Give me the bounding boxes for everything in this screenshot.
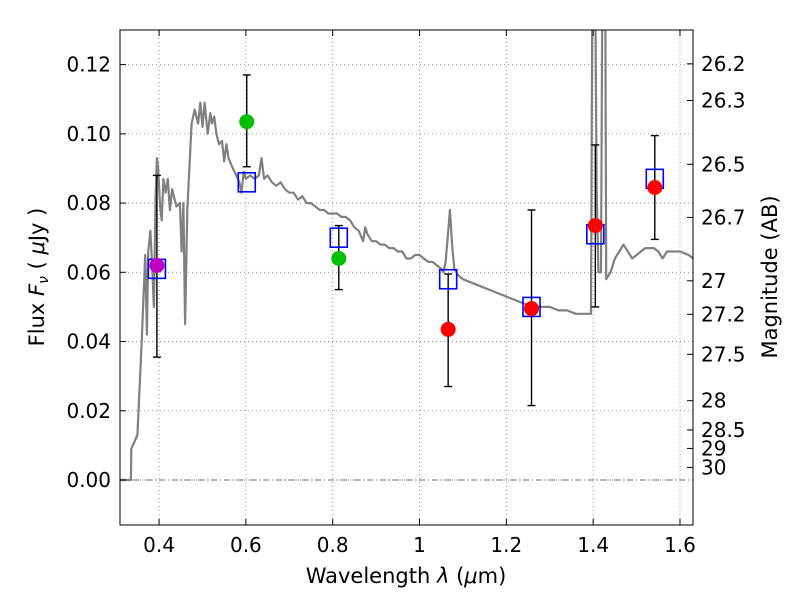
x-axis-ticks: 0.4 0.6 0.8 1 1.2 1.4 1.6 [143, 30, 696, 557]
sed-model-group [120, 30, 693, 482]
y-axis-ticks: 0.00 0.02 0.04 0.06 0.08 0.10 0.12 [66, 53, 126, 492]
grid-lines [120, 30, 693, 525]
x-tick-label: 0.6 [230, 533, 262, 557]
magnitude-tick-label: 26.7 [701, 205, 746, 229]
magnitude-tick-label: 26.5 [701, 152, 746, 176]
observed-flux-point [239, 114, 255, 130]
x-tick-label: 1.2 [490, 533, 522, 557]
observed-flux-point [524, 301, 540, 317]
magnitude-tick-label: 27.2 [701, 302, 746, 326]
y-tick-label: 0.04 [66, 330, 111, 354]
x-tick-label: 1.4 [577, 533, 609, 557]
magnitude-tick-label: 28.5 [701, 418, 746, 442]
model-photometry [147, 168, 665, 318]
magnitude-axis-label: Magnitude (AB) [758, 195, 782, 358]
model-photometry-box [237, 172, 257, 193]
model-photometry-box [438, 268, 458, 290]
observed-flux-point [647, 180, 663, 195]
observed-photometry [149, 114, 663, 337]
model-photometry-box [329, 227, 349, 248]
magnitude-tick-label: 27 [701, 269, 726, 293]
y-axis-label: Flux Fν ( μJy ) [25, 208, 52, 347]
model-photometry-box [522, 296, 541, 318]
y-tick-label: 0.00 [66, 468, 111, 492]
plot-frame [119, 29, 694, 526]
magnitude-tick-label: 26.3 [701, 88, 746, 112]
y-tick-label: 0.08 [66, 191, 111, 215]
x-tick-label: 1 [413, 533, 426, 557]
plot-area [120, 30, 693, 525]
sed-model-line [120, 30, 693, 482]
y-tick-label: 0.12 [66, 53, 111, 77]
observed-flux-point [440, 321, 456, 337]
observed-flux-point [149, 257, 165, 273]
x-tick-label: 0.4 [143, 533, 175, 557]
magnitude-tick-label: 27.5 [701, 342, 746, 366]
magnitude-tick-label: 30 [701, 455, 726, 479]
y-tick-label: 0.10 [66, 122, 111, 146]
y-tick-label: 0.02 [66, 399, 111, 423]
x-axis-label: Wavelength λ (μm) [306, 564, 507, 588]
magnitude-tick-label: 28 [701, 389, 726, 413]
x-tick-label: 0.8 [317, 533, 349, 557]
x-tick-label: 1.6 [664, 533, 696, 557]
observed-flux-point [331, 250, 347, 266]
magnitude-tick-label: 29 [701, 436, 726, 460]
magnitude-tick-label: 26.2 [701, 52, 746, 76]
y-tick-label: 0.06 [66, 260, 111, 284]
observed-flux-point [587, 218, 603, 234]
